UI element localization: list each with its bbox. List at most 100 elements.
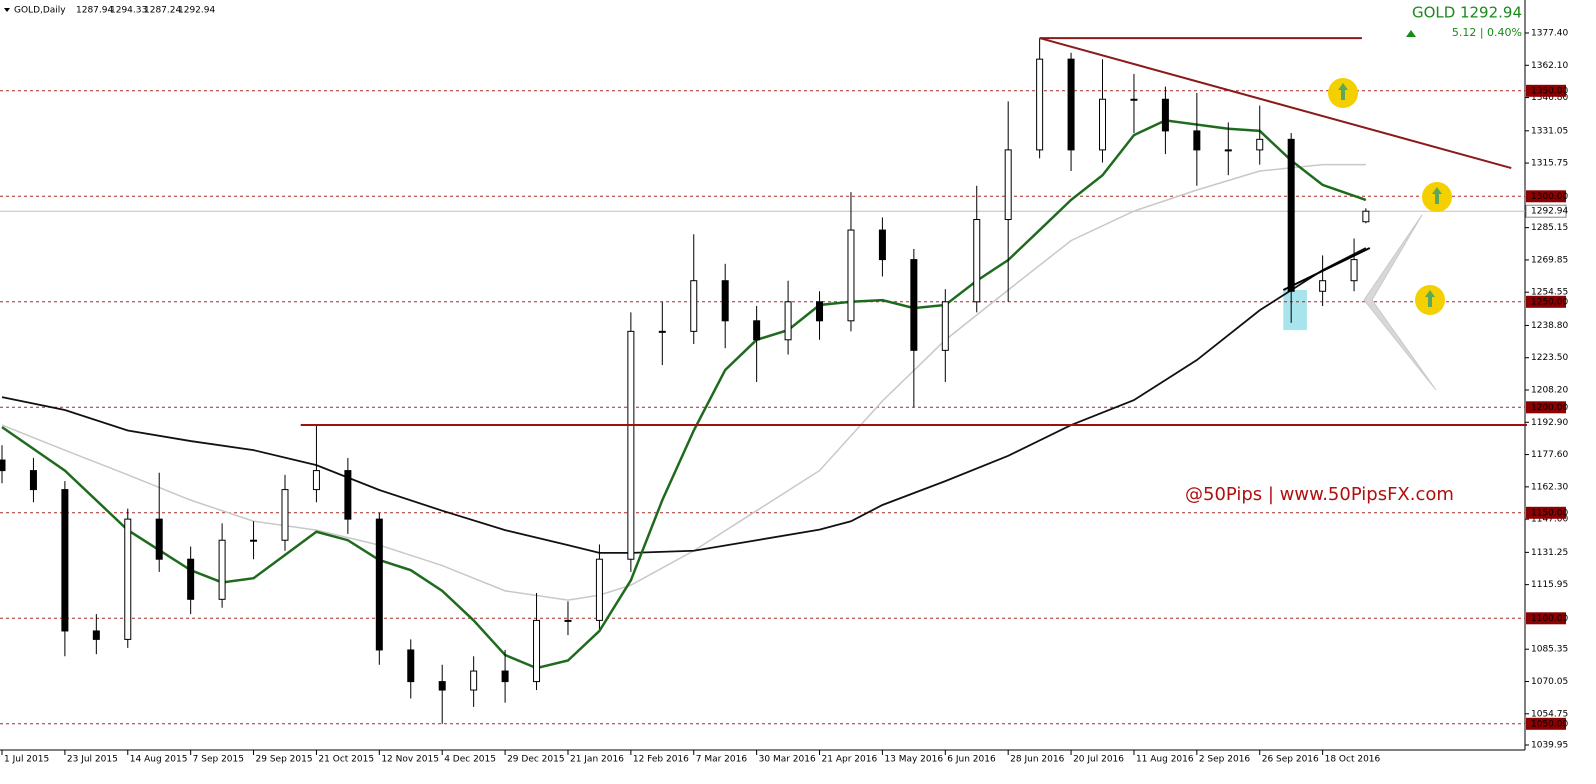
price-label: 1292.94 (1531, 207, 1568, 217)
candle-body (816, 301, 824, 322)
candle-body (910, 259, 918, 351)
y-tick-label: 1362.10 (1531, 61, 1568, 71)
x-tick-label: 1 Jul 2015 (4, 755, 49, 765)
y-tick-label: 1331.05 (1531, 126, 1568, 136)
candle-body (1319, 280, 1327, 292)
y-tick-label: 1238.80 (1531, 321, 1568, 331)
candle-body (1287, 138, 1295, 292)
y-tick-label: 1039.95 (1531, 741, 1568, 751)
x-tick-label: 13 May 2016 (884, 755, 943, 765)
candle-body (878, 229, 886, 261)
y-tick-label: 1377.40 (1531, 29, 1568, 39)
candle-body (61, 489, 69, 632)
candle-body (470, 670, 478, 691)
candle-body (1036, 58, 1044, 151)
candle-body (29, 470, 37, 491)
candle-body (124, 518, 132, 640)
level-label-box (1526, 295, 1566, 308)
y-tick-label: 1285.15 (1531, 223, 1568, 233)
moving-average (1, 119, 1367, 670)
candle-body (784, 301, 792, 341)
y-tick-label: 1346.80 (1531, 93, 1568, 103)
level-label-box (1526, 506, 1566, 519)
y-tick-label: 1254.55 (1531, 288, 1568, 298)
moving-average (1, 163, 1366, 601)
menu-triangle (4, 8, 10, 12)
y-tick-label: 1223.50 (1531, 353, 1568, 363)
x-tick-label: 21 Jan 2016 (570, 755, 624, 765)
x-tick-label: 7 Sep 2015 (193, 755, 244, 765)
candle-body (1193, 130, 1201, 151)
candle-body (1161, 98, 1169, 132)
x-tick-label: 4 Dec 2015 (444, 755, 496, 765)
y-tick-label: 1192.90 (1531, 418, 1568, 428)
y-tick-label: 1315.75 (1531, 159, 1568, 169)
candle-body (312, 470, 320, 491)
trendline (1039, 37, 1512, 170)
annotation: @50Pips | www.50PipsFX.com (1185, 484, 1454, 505)
level-label: 1200.00 (1531, 403, 1568, 413)
y-tick-label: 1269.85 (1531, 255, 1568, 265)
x-tick-label: 12 Feb 2016 (633, 755, 689, 765)
candle-body (0, 459, 6, 472)
icon-arrow (1425, 290, 1435, 307)
x-tick-label: 26 Sep 2016 (1262, 755, 1319, 765)
candle-body (281, 489, 289, 541)
candle-body (407, 649, 415, 683)
level-label-box (1526, 612, 1566, 625)
x-tick-label: 6 Jun 2016 (947, 755, 996, 765)
y-tick-label: 1177.60 (1531, 450, 1568, 460)
candle-body (92, 630, 100, 640)
candle-body (690, 280, 698, 332)
level-label: 1100.00 (1531, 614, 1568, 624)
x-tick-label: 11 Aug 2016 (1136, 755, 1194, 765)
y-tick-label: 1131.25 (1531, 548, 1568, 558)
candle-body (753, 320, 761, 341)
x-tick-label: 28 Jun 2016 (1010, 755, 1064, 765)
moving-average (1, 247, 1367, 554)
trendline (1282, 247, 1371, 291)
level-label-box (1526, 84, 1566, 97)
x-tick-label: 12 Nov 2015 (381, 755, 439, 765)
candle-body (250, 539, 258, 542)
candle-body (1004, 149, 1012, 221)
level-label-box (1526, 190, 1566, 203)
y-tick-label: 1208.20 (1531, 386, 1568, 396)
candle-body (1362, 210, 1370, 223)
plot: 1377.40 1362.10 1346.80 1331.05 1315.75 1285.… (0, 29, 1568, 765)
icon-arrow (1338, 83, 1348, 100)
x-tick-label: 21 Oct 2015 (318, 755, 374, 765)
x-tick-label: 23 Jul 2015 (67, 755, 118, 765)
candle-body (1256, 138, 1264, 151)
header-ohlc: 1287.24 (144, 6, 181, 16)
price-label-box (1525, 204, 1567, 218)
up-arrow (1406, 30, 1416, 37)
candle-body (155, 518, 163, 560)
candle-body (375, 518, 383, 651)
candle-body (658, 330, 666, 333)
x-tick-label: 29 Sep 2015 (256, 755, 313, 765)
candle-body (941, 301, 949, 351)
y-tick-label: 1054.75 (1531, 709, 1568, 719)
x-tick-label: 30 Mar 2016 (759, 755, 816, 765)
level-label: 1300.00 (1531, 192, 1568, 202)
candle-body (973, 219, 981, 303)
x-tick-label: 21 Apr 2016 (822, 755, 878, 765)
candle-body (1224, 149, 1232, 152)
candle-body (595, 558, 603, 621)
y-tick-label: 1115.95 (1531, 580, 1568, 590)
candle-body (1350, 259, 1358, 282)
level-label: 1050.00 (1531, 719, 1568, 729)
candle-body (1067, 58, 1075, 151)
header-ohlc: 1287.94 (76, 6, 113, 16)
candle-body (847, 229, 855, 322)
level-label: 1250.00 (1531, 297, 1568, 307)
level-label: 1150.00 (1531, 508, 1568, 518)
candle-body (721, 280, 729, 322)
candle-body (627, 330, 635, 560)
x-tick-label: 14 Aug 2015 (130, 755, 188, 765)
symbol: GOLD,Daily (14, 6, 66, 16)
